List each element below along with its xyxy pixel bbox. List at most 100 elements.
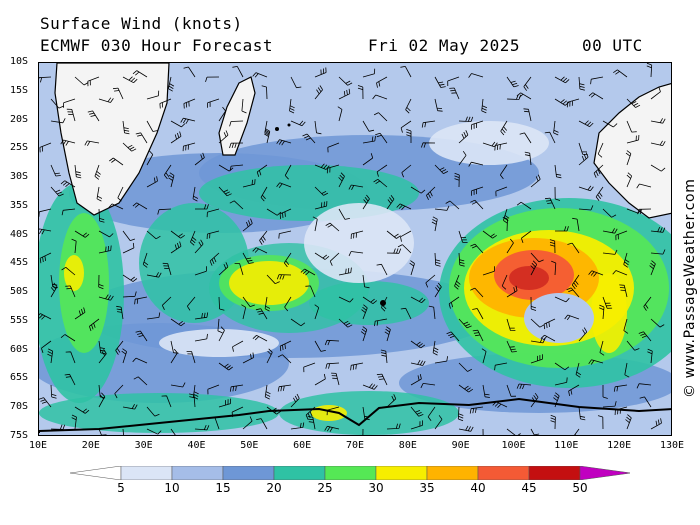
- wind-barb: [39, 313, 52, 320]
- wind-barb: [232, 66, 244, 78]
- wind-barb: [50, 186, 64, 197]
- wind-barb: [170, 241, 182, 254]
- wind-barb: [578, 185, 594, 192]
- wind-barb: [400, 230, 412, 242]
- wind-barb: [98, 349, 107, 364]
- wind-barb: [183, 98, 196, 109]
- legend-label: 50: [572, 481, 588, 495]
- wind-barb: [588, 92, 604, 100]
- wind-barb: [161, 395, 172, 408]
- wind-barb: [39, 252, 52, 264]
- legend-swatch: [70, 466, 122, 480]
- wind-barb: [386, 194, 395, 210]
- chart-title: Surface Wind (knots): [40, 14, 243, 33]
- wind-barb: [470, 287, 484, 298]
- wind-barb: [350, 362, 364, 371]
- wind-barb: [578, 327, 588, 342]
- wind-barb: [434, 282, 442, 298]
- wind-barb: [386, 394, 397, 408]
- wind-barb: [195, 204, 209, 210]
- wind-barb: [277, 354, 292, 364]
- wind-barb: [530, 318, 545, 328]
- wind-barb: [578, 152, 589, 166]
- wind-barb: [39, 76, 52, 83]
- wind-barb: [314, 163, 330, 170]
- wind-barb: [602, 401, 617, 408]
- wind-barb: [372, 94, 388, 100]
- legend-swatch: [171, 466, 224, 480]
- wind-barb: [494, 142, 508, 151]
- wind-barb: [481, 348, 487, 364]
- wind-barb: [458, 252, 465, 267]
- wind-barb: [502, 216, 508, 232]
- wind-barb: [410, 296, 426, 304]
- wind-barb: [530, 392, 539, 408]
- wind-barb: [386, 423, 401, 430]
- wind-barb: [506, 76, 519, 88]
- wind-barb: [553, 120, 559, 136]
- wind-barb: [50, 164, 61, 177]
- wind-barb: [575, 362, 582, 378]
- wind-barb: [218, 326, 225, 342]
- wind-barb: [170, 120, 186, 128]
- wind-barb: [431, 216, 438, 232]
- wind-barb: [50, 282, 58, 298]
- wind-barb: [161, 296, 172, 310]
- wind-barb: [338, 208, 350, 220]
- wind-barb: [314, 304, 320, 320]
- wind-barb: [588, 359, 604, 365]
- wind-barb: [590, 76, 604, 85]
- wind-barb: [521, 230, 532, 244]
- wind-barb: [186, 296, 196, 311]
- wind-barb: [472, 329, 484, 342]
- wind-barb: [386, 230, 401, 239]
- wind-barb: [376, 263, 388, 276]
- wind-barb: [232, 340, 244, 352]
- legend-label: 40: [470, 481, 486, 495]
- wind-barb: [305, 406, 316, 420]
- forecast-time: 00 UTC: [582, 36, 643, 55]
- wind-barb: [314, 252, 330, 260]
- wind-barb: [98, 294, 114, 301]
- legend-label: 5: [117, 481, 125, 495]
- legend-label: 30: [368, 481, 384, 495]
- wind-barb: [405, 98, 412, 114]
- wind-barb: [568, 384, 580, 396]
- wind-barb: [146, 428, 162, 435]
- wind-barb: [74, 406, 90, 414]
- wind-barb: [434, 356, 448, 364]
- longitude-label: 10E: [28, 440, 48, 451]
- legend-swatch: [120, 466, 173, 480]
- wind-barb: [66, 108, 76, 122]
- wind-barb: [410, 186, 426, 194]
- wind-barb: [338, 267, 352, 276]
- wind-barb: [458, 318, 472, 329]
- wind-barb: [554, 362, 570, 371]
- wind-barb: [266, 208, 282, 216]
- wind-barb: [647, 348, 653, 364]
- wind-barb: [252, 247, 268, 254]
- wind-barb: [523, 108, 532, 122]
- wind-barb: [122, 76, 138, 84]
- wind-barb: [619, 284, 628, 298]
- wind-barb: [540, 334, 556, 342]
- wind-barb: [89, 318, 100, 332]
- wind-barb: [314, 85, 323, 100]
- wind-barb: [626, 172, 633, 188]
- wind-barb: [324, 425, 340, 433]
- wind-barb: [362, 296, 378, 305]
- wind-barb: [482, 266, 495, 276]
- wind-barbs: [39, 63, 666, 435]
- wind-barb: [523, 76, 532, 91]
- wind-barb: [410, 359, 426, 366]
- wind-barb: [650, 318, 665, 328]
- wind-barb: [495, 186, 508, 197]
- wind-barb: [410, 420, 423, 430]
- wind-barb: [307, 416, 316, 430]
- wind-barb: [205, 76, 220, 83]
- wind-barb: [602, 228, 618, 234]
- wind-barb: [314, 120, 322, 135]
- wind-barb: [122, 291, 137, 298]
- wind-barb: [578, 76, 585, 91]
- wind-barb: [602, 208, 617, 218]
